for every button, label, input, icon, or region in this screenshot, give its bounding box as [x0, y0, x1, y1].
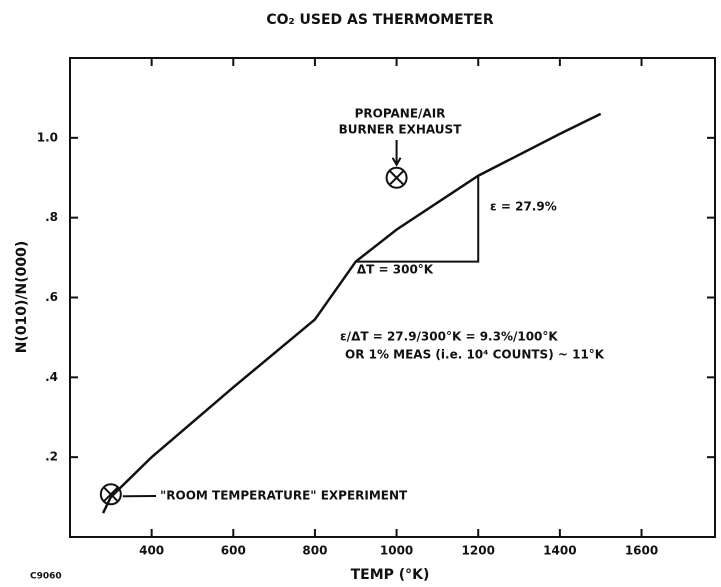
marker-part: [99, 483, 122, 506]
marker: [385, 166, 408, 189]
y-tick-label: .2: [45, 450, 58, 464]
slope-triangle: [355, 175, 480, 263]
annotation: ΔT = 300°K: [357, 263, 434, 277]
x-tick-label: 800: [302, 544, 327, 558]
x-tick-label: 600: [221, 544, 246, 558]
annotation: ε/ΔT = 27.9/300°K = 9.3%/100°K: [340, 330, 558, 344]
chart-title: CO₂ USED AS THERMOMETER: [266, 12, 494, 28]
y-tick-label: .4: [45, 370, 58, 384]
x-tick-label: 1600: [625, 544, 658, 558]
x-tick-label: 1400: [543, 544, 576, 558]
marker-part: [103, 486, 119, 502]
marker-part: [388, 170, 405, 186]
marker: [99, 483, 122, 506]
x-tick-label: 400: [139, 544, 164, 558]
curve: [101, 112, 602, 514]
x-tick-label: 1000: [380, 544, 413, 558]
y-tick-label: .8: [45, 210, 58, 224]
annotation: ε = 27.9%: [490, 200, 557, 214]
figure-id: C9060: [30, 572, 62, 582]
x-axis-label: TEMP (°K): [351, 567, 430, 583]
marker-part: [385, 166, 408, 189]
y-tick-label: .6: [45, 290, 58, 304]
annotation: BURNER EXHAUST: [339, 123, 463, 137]
x-tick-label: 1200: [462, 544, 495, 558]
arrow: [391, 140, 402, 167]
y-tick-label: 1.0: [37, 130, 58, 144]
annotation: OR 1% MEAS (i.e. 10⁴ COUNTS) ~ 11°K: [345, 348, 605, 362]
annotation: "ROOM TEMPERATURE" EXPERIMENT: [160, 489, 408, 503]
y-axis-label: N(010)/N(000): [14, 241, 30, 354]
annotation: PROPANE/AIR: [355, 107, 446, 121]
